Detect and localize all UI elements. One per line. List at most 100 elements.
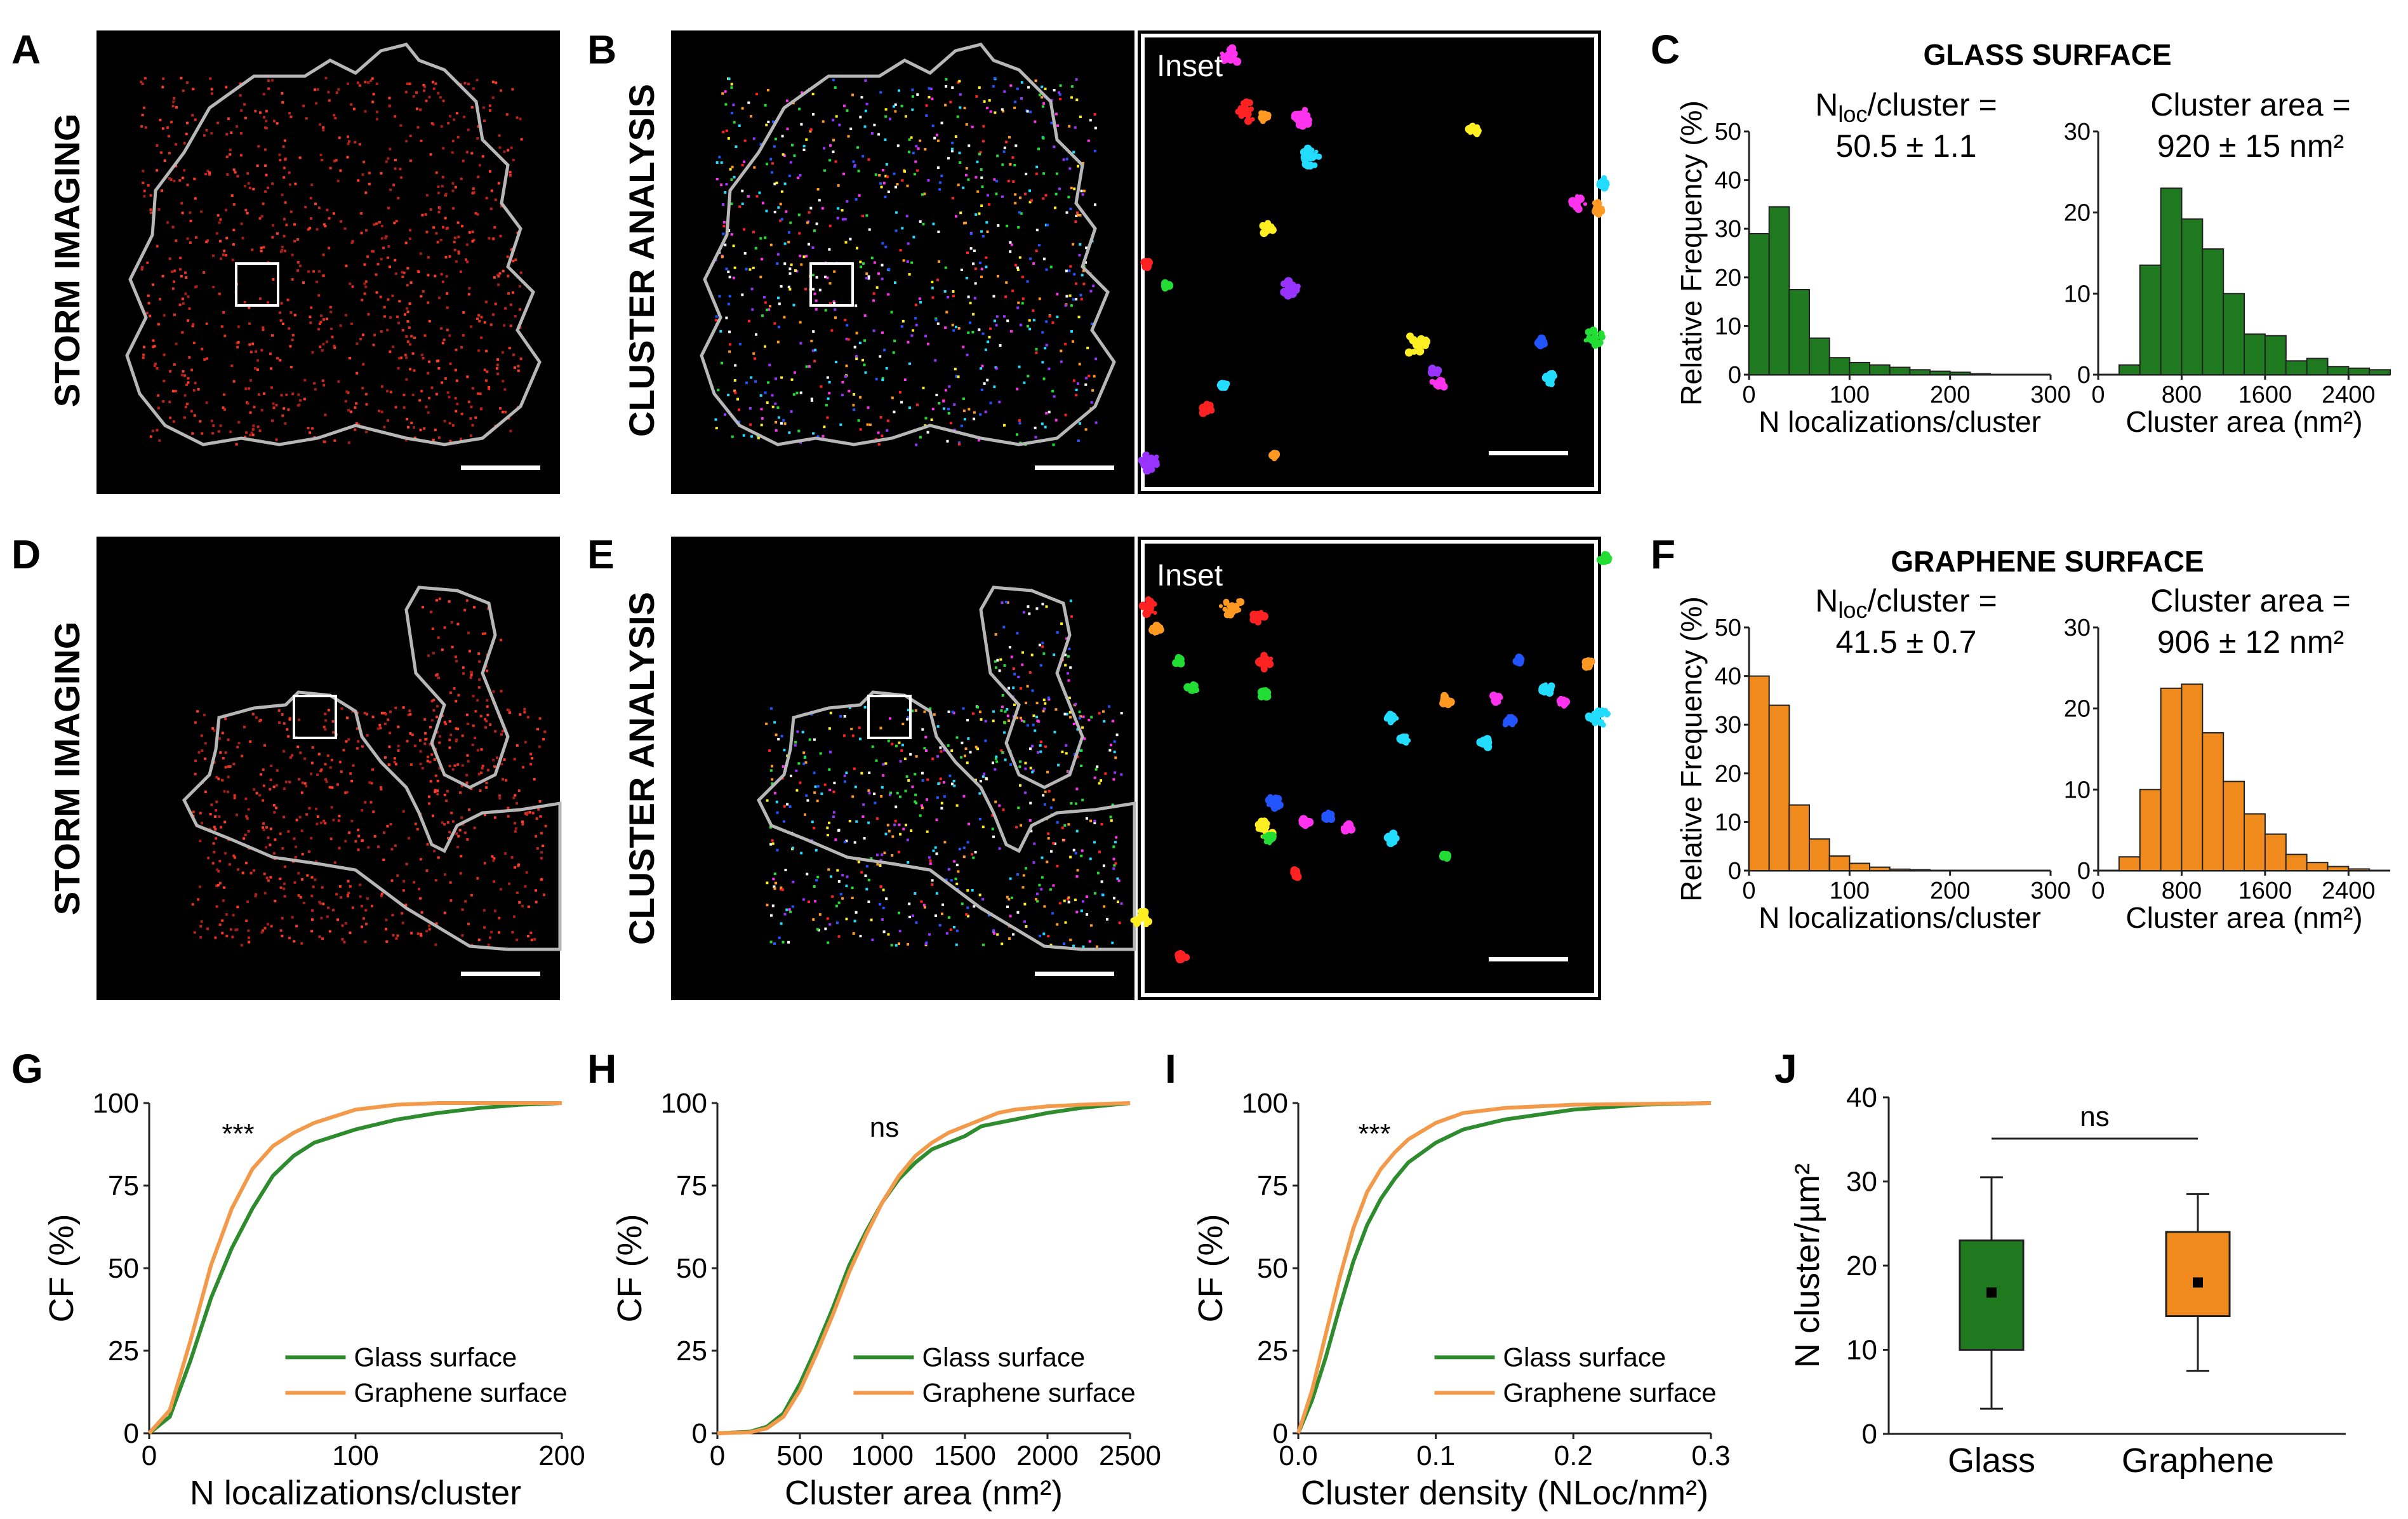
localization-dot — [394, 706, 397, 709]
localization-dot — [799, 342, 802, 345]
localization-dot — [189, 241, 192, 244]
localization-dot — [217, 430, 220, 433]
localization-dot — [310, 761, 314, 765]
localization-dot — [229, 928, 232, 931]
cluster-blob — [1561, 699, 1567, 704]
localization-dot — [441, 381, 444, 384]
histogram-bar — [1969, 373, 1992, 375]
localization-dot — [1089, 290, 1093, 293]
localization-dot — [434, 791, 437, 793]
localization-dot — [291, 338, 294, 342]
localization-dot — [446, 328, 449, 331]
localization-dot — [966, 906, 969, 909]
localization-dot — [845, 840, 848, 843]
localization-dot — [967, 914, 969, 918]
localization-dot — [279, 159, 282, 162]
localization-dot — [366, 733, 369, 737]
localization-dot — [924, 942, 928, 946]
localization-dot — [890, 944, 893, 947]
localization-dot — [227, 738, 230, 741]
localization-dot — [223, 334, 227, 337]
localization-dot — [813, 229, 816, 232]
localization-dot — [733, 379, 736, 382]
localization-dot — [389, 710, 392, 713]
localization-dot — [185, 384, 188, 387]
localization-dot — [794, 269, 797, 272]
localization-dot — [767, 121, 770, 123]
cluster-blob — [1268, 657, 1274, 661]
localization-dot — [1001, 195, 1004, 198]
localization-dot — [722, 203, 724, 206]
localization-dot — [956, 115, 959, 118]
localization-dot — [514, 314, 517, 318]
localization-dot — [168, 177, 171, 180]
cluster-blob — [1404, 348, 1413, 357]
localization-dot — [993, 178, 996, 181]
localization-dot — [815, 848, 818, 852]
localization-dot — [329, 837, 333, 840]
localization-dot — [485, 781, 488, 784]
localization-dot — [488, 387, 491, 391]
localization-dot — [365, 923, 368, 926]
localization-dot — [276, 232, 279, 235]
localization-dot — [419, 108, 422, 111]
localization-dot — [169, 416, 172, 419]
localization-dot — [879, 726, 882, 730]
localization-dot — [299, 896, 302, 899]
localization-dot — [185, 276, 188, 279]
localization-dot — [828, 768, 831, 771]
localization-dot — [474, 737, 477, 739]
localization-dot — [952, 290, 955, 293]
localization-dot — [962, 222, 966, 225]
localization-dot — [1067, 823, 1070, 826]
localization-dot — [855, 355, 858, 358]
localization-dot — [194, 772, 197, 775]
localization-dot — [232, 203, 236, 206]
localization-dot — [512, 158, 515, 161]
localization-dot — [457, 834, 460, 838]
localization-dot — [969, 321, 972, 325]
localization-dot — [906, 260, 909, 263]
localization-dot — [310, 306, 313, 309]
localization-dot — [193, 414, 196, 417]
localization-dot — [976, 160, 979, 163]
localization-dot — [914, 304, 917, 307]
localization-dot — [142, 182, 145, 184]
localization-dot — [801, 91, 804, 94]
localization-dot — [942, 780, 945, 784]
localization-dot — [879, 864, 882, 867]
localization-dot — [310, 894, 314, 897]
localization-dot — [451, 182, 455, 185]
localization-dot — [397, 366, 400, 370]
localization-dot — [228, 863, 231, 866]
localization-dot — [321, 349, 324, 352]
localization-dot — [260, 931, 263, 934]
localization-dot — [1014, 264, 1017, 267]
localization-dot — [470, 787, 473, 790]
localization-dot — [409, 135, 412, 138]
localization-dot — [951, 86, 954, 89]
localization-dot — [237, 421, 241, 424]
localization-dot — [389, 350, 392, 353]
localization-dot — [453, 764, 456, 767]
x-tick-label: 2400 — [2322, 878, 2376, 904]
localization-dot — [974, 267, 977, 271]
localization-dot — [826, 834, 829, 836]
localization-dot — [1042, 197, 1045, 200]
localization-dot — [222, 406, 225, 410]
cluster-blob — [1221, 382, 1227, 389]
localization-dot — [882, 182, 886, 185]
localization-dot — [766, 881, 769, 885]
localization-dot — [811, 349, 815, 352]
localization-dot — [1101, 893, 1105, 897]
cluster-analysis-label-top: CLUSTER ANALYSIS — [622, 84, 662, 437]
localization-dot — [994, 633, 997, 636]
localization-dot — [227, 765, 230, 768]
localization-dot — [789, 221, 792, 224]
localization-dot — [802, 762, 806, 765]
localization-dot — [1041, 641, 1044, 645]
localization-dot — [992, 929, 995, 932]
localization-dot — [1108, 749, 1112, 752]
localization-dot — [523, 711, 526, 714]
localization-dot — [853, 920, 856, 923]
